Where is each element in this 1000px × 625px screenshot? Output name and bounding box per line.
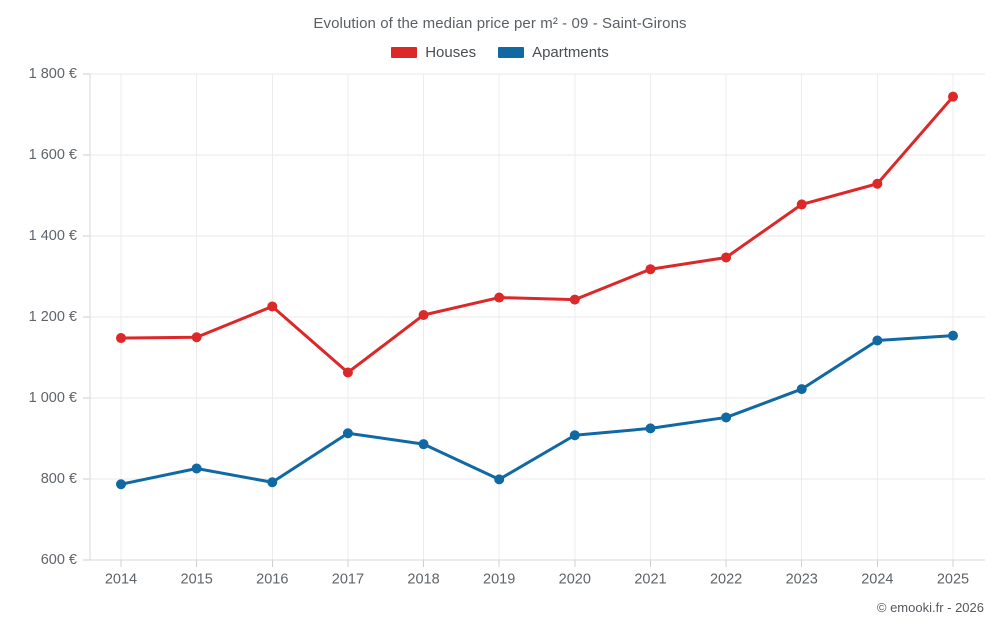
data-point-houses[interactable] (948, 91, 958, 102)
legend-swatch-houses (391, 47, 418, 58)
x-axis-tick-label: 2019 (483, 572, 515, 588)
x-axis-tick-label: 2017 (332, 572, 364, 588)
data-point-houses[interactable] (569, 294, 580, 305)
y-axis-tick-label: 1 000 € (29, 390, 77, 406)
data-point-houses[interactable] (721, 252, 732, 263)
data-point-houses[interactable] (267, 301, 278, 312)
y-axis-tick-label: 1 200 € (29, 309, 77, 325)
data-point-houses[interactable] (494, 292, 505, 303)
y-axis-tick-label: 1 600 € (29, 147, 77, 163)
data-point-apartments[interactable] (645, 423, 656, 434)
data-point-houses[interactable] (872, 178, 883, 189)
data-point-apartments[interactable] (569, 430, 580, 441)
x-axis-tick-label: 2016 (256, 572, 288, 588)
series-line-houses (119, 95, 955, 374)
legend-item-houses[interactable]: Houses (391, 44, 476, 61)
data-point-houses[interactable] (342, 367, 353, 378)
data-point-houses[interactable] (645, 264, 656, 275)
x-axis-tick-label: 2024 (861, 572, 893, 588)
data-point-apartments[interactable] (342, 428, 353, 439)
data-point-houses[interactable] (418, 309, 429, 320)
data-point-apartments[interactable] (418, 439, 429, 450)
x-axis-tick-label: 2018 (407, 572, 439, 588)
data-point-apartments[interactable] (191, 463, 202, 474)
data-point-apartments[interactable] (948, 330, 958, 341)
data-point-apartments[interactable] (796, 384, 807, 395)
legend-item-apartments[interactable]: Apartments (498, 44, 609, 61)
x-axis-tick-label: 2021 (634, 572, 666, 588)
data-point-apartments[interactable] (721, 412, 732, 423)
x-axis-tick-label: 2015 (181, 572, 213, 588)
y-axis-tick-label: 1 800 € (29, 66, 77, 82)
x-axis-tick-label: 2025 (937, 572, 969, 588)
legend-label-houses: Houses (425, 44, 477, 61)
x-axis-tick-label: 2014 (105, 572, 137, 588)
y-axis-tick-label: 1 400 € (29, 228, 77, 244)
x-axis-tick-label: 2020 (559, 572, 591, 588)
chart-legend: Houses Apartments (0, 44, 1000, 61)
data-point-apartments[interactable] (872, 335, 883, 346)
legend-swatch-apartments (498, 47, 525, 58)
chart-title: Evolution of the median price per m² - 0… (313, 15, 687, 32)
series-line-apartments (119, 334, 955, 486)
x-axis-tick-label: 2022 (710, 572, 742, 588)
y-axis-tick-label: 800 € (41, 471, 77, 487)
data-point-houses[interactable] (116, 333, 126, 344)
data-point-apartments[interactable] (494, 474, 505, 485)
y-axis-tick-label: 600 € (41, 552, 77, 568)
x-axis-tick-label: 2023 (786, 572, 818, 588)
data-point-houses[interactable] (796, 199, 807, 210)
data-point-apartments[interactable] (267, 477, 278, 488)
data-point-houses[interactable] (191, 332, 202, 343)
legend-label-apartments: Apartments (532, 44, 609, 61)
data-point-apartments[interactable] (116, 479, 126, 490)
copyright-credit: © emooki.fr - 2026 (876, 600, 984, 615)
